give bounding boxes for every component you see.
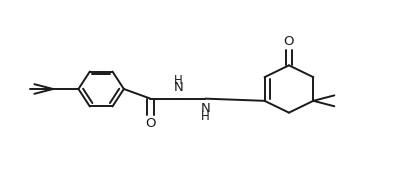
Text: H: H (174, 74, 183, 87)
Text: N: N (174, 81, 184, 94)
Text: N: N (200, 102, 210, 115)
Text: O: O (145, 117, 156, 130)
Text: O: O (284, 35, 294, 48)
Text: H: H (201, 110, 210, 123)
